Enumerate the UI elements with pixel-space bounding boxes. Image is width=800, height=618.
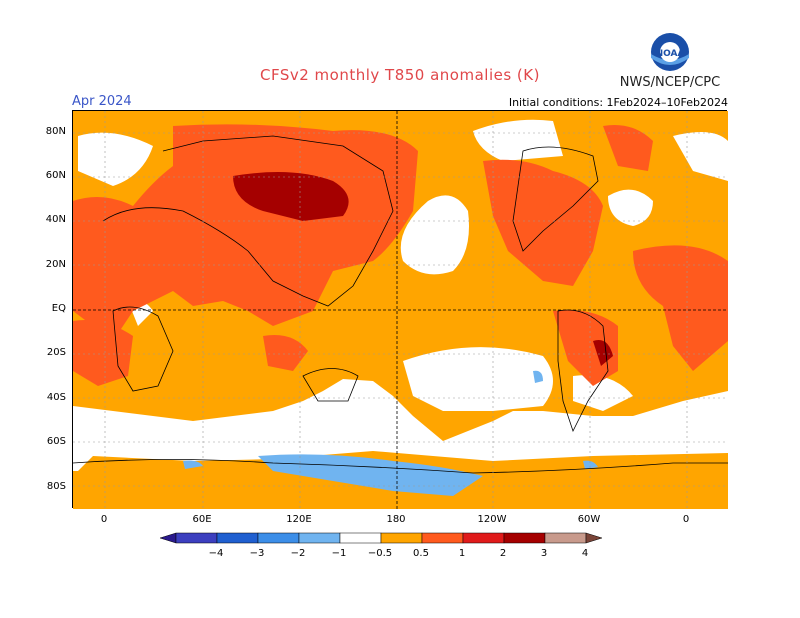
colorbar-segment	[216, 532, 259, 544]
colorbar-label: −1	[331, 548, 347, 559]
noaa-logo: NOAA	[650, 32, 690, 72]
anomaly-map	[72, 110, 728, 509]
lon-label: 180	[386, 514, 406, 525]
neutral-south-pacific-2	[573, 375, 633, 411]
colorbar-label: 2	[499, 548, 507, 559]
lat-label: 20S	[46, 347, 66, 358]
lon-label: 60E	[192, 514, 212, 525]
colorbar-segment	[544, 532, 587, 544]
lon-label: 0	[100, 514, 108, 525]
initial-conditions: Initial conditions: 1Feb2024–10Feb2024	[508, 96, 728, 109]
colorbar-segment	[257, 532, 300, 544]
colorbar-label: −3	[249, 548, 265, 559]
colorbar-segment	[339, 532, 382, 544]
colorbar-label: −4	[208, 548, 224, 559]
graticule	[73, 111, 728, 509]
colorbar-svg	[159, 532, 603, 544]
neutral-south-pacific	[403, 347, 553, 411]
neutral-pacific-patch	[400, 195, 469, 275]
colorbar-label: 0.5	[413, 548, 429, 559]
anomaly-region-red-namerica	[483, 159, 603, 286]
agency-label: NWS/NCEP/CPC	[619, 75, 721, 90]
colorbar-label: 4	[581, 548, 589, 559]
lat-label: EQ	[51, 303, 66, 314]
lon-label: 120E	[286, 514, 312, 525]
lat-label: 60S	[46, 436, 66, 447]
anomaly-region-darkred	[233, 172, 349, 221]
colorbar-arrow-right	[585, 532, 603, 544]
lat-label: 60N	[45, 170, 66, 181]
forecast-month: Apr 2024	[72, 94, 132, 109]
colorbar	[159, 530, 640, 550]
lat-label: 20N	[45, 259, 66, 270]
colorbar-segment	[462, 532, 505, 544]
colorbar-label: 1	[458, 548, 466, 559]
colorbar-segment	[421, 532, 464, 544]
logo-lettering: NOAA	[656, 49, 685, 59]
lon-label: 60W	[577, 514, 601, 525]
colorbar-segment	[380, 532, 423, 544]
lon-label: 0	[682, 514, 690, 525]
chart-title: CFSv2 monthly T850 anomalies (K)	[260, 66, 540, 84]
lat-label: 80N	[45, 126, 66, 137]
colorbar-label: −2	[290, 548, 306, 559]
lon-label: 120W	[477, 514, 507, 525]
anomaly-region-red-atlantic	[633, 245, 728, 371]
colorbar-segment	[175, 532, 218, 544]
colorbar-label: 3	[540, 548, 548, 559]
map-svg	[72, 111, 728, 509]
anomaly-region-red-eurasia	[73, 124, 418, 341]
colorbar-label: −0.5	[367, 548, 393, 559]
lat-label: 40S	[46, 392, 66, 403]
colorbar-segment	[503, 532, 546, 544]
lat-label: 80S	[46, 481, 66, 492]
colorbar-segment	[298, 532, 341, 544]
colorbar-arrow-left	[159, 532, 177, 544]
lat-label: 40N	[45, 214, 66, 225]
